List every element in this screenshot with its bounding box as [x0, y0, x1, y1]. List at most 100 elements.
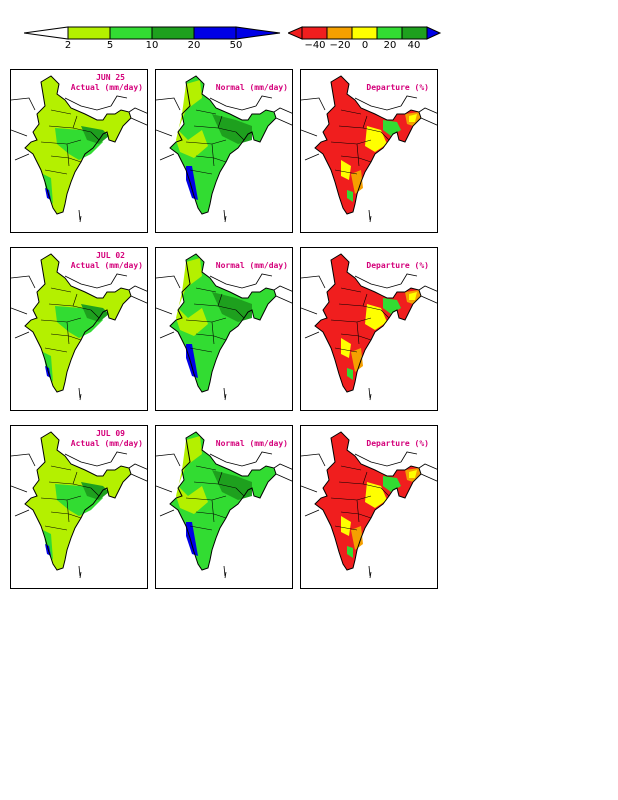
actual-colorbar-tick: 50 [229, 40, 243, 51]
rainfall-region [341, 516, 351, 536]
panel-title: Actual (mm/day) [70, 439, 143, 448]
rainfall-region [43, 174, 53, 204]
departure-colorbar-tick: 0 [361, 40, 369, 51]
rainfall-region [43, 352, 53, 382]
boundary-line [156, 451, 292, 517]
panel-title: Normal (mm/day) [215, 83, 288, 92]
boundary-line [78, 565, 82, 579]
india-map [11, 253, 147, 401]
boundary-line [185, 287, 245, 353]
boundary-line [330, 109, 390, 175]
boundary-line [11, 451, 147, 517]
rainfall-region [186, 166, 198, 200]
boundary-line [368, 387, 372, 401]
departure-colorbar-tick: −40 [304, 40, 326, 51]
rainfall-region [176, 80, 208, 158]
rainfall-region [409, 114, 417, 122]
boundary-line [185, 109, 245, 175]
boundary-line [78, 387, 82, 401]
actual-colorbar-tick: 5 [106, 40, 114, 51]
rainfall-region [170, 76, 276, 214]
departure-colorbar-tick: 40 [407, 40, 421, 51]
boundary-line [156, 273, 292, 339]
actual-colorbar-tick: 10 [145, 40, 159, 51]
rainfall-region [347, 368, 353, 380]
rainfall-region [186, 522, 198, 556]
departure-colorbar-tick: 20 [383, 40, 397, 51]
panel-date: JUL 02 [96, 251, 125, 260]
rainfall-region [347, 546, 353, 558]
india-map [301, 431, 437, 579]
rainfall-region [81, 482, 109, 500]
rainfall-region [351, 170, 363, 194]
panel-date: JUL 09 [96, 429, 125, 438]
boundary-line [40, 465, 100, 531]
boundary-line [169, 431, 277, 571]
departure-map-panel: Departure (%) [300, 247, 438, 411]
boundary-line [24, 75, 132, 215]
normal-map-panel: Normal (mm/day) [155, 69, 293, 233]
boundary-line [368, 565, 372, 579]
india-map [301, 253, 437, 401]
boundary-line [185, 465, 245, 531]
rainfall-region [81, 304, 109, 322]
departure-colorbar [288, 26, 442, 40]
actual-map-panel: JUL 02 Actual (mm/day) [10, 247, 148, 411]
rainfall-region [341, 338, 351, 358]
boundary-line [330, 287, 390, 353]
boundary-line [368, 209, 372, 223]
actual-colorbar-tick: 2 [64, 40, 72, 51]
rainfall-region [170, 254, 276, 392]
india-map [11, 75, 147, 223]
boundary-line [223, 387, 227, 401]
actual-map-panel: JUN 25 Actual (mm/day) [10, 69, 148, 233]
actual-colorbar-tick: 20 [187, 40, 201, 51]
boundary-line [301, 273, 437, 339]
boundary-line [24, 253, 132, 393]
boundary-line [223, 209, 227, 223]
panel-title: Departure (%) [366, 261, 429, 270]
departure-map-panel: Departure (%) [300, 425, 438, 589]
panel-title: Departure (%) [366, 83, 429, 92]
boundary-line [169, 253, 277, 393]
boundary-line [11, 95, 147, 161]
boundary-line [40, 109, 100, 175]
boundary-line [169, 75, 277, 215]
rainfall-region [176, 258, 208, 336]
rainfall-region [43, 530, 53, 560]
boundary-line [156, 95, 292, 161]
panel-title: Actual (mm/day) [70, 261, 143, 270]
rainfall-region [409, 470, 417, 478]
panel-title: Normal (mm/day) [215, 261, 288, 270]
rainfall-region [81, 126, 109, 144]
rainfall-region [341, 160, 351, 180]
rainfall-region [351, 348, 363, 372]
actual-map-panel: JUL 09 Actual (mm/day) [10, 425, 148, 589]
rainfall-region [212, 292, 252, 322]
boundary-line [301, 95, 437, 161]
rainfall-region [212, 114, 252, 144]
panel-title: Departure (%) [366, 439, 429, 448]
panel-date: JUN 25 [96, 73, 125, 82]
departure-colorbar-tick: −20 [329, 40, 351, 51]
india-map [156, 253, 292, 401]
boundary-line [314, 431, 422, 571]
panel-title: Actual (mm/day) [70, 83, 143, 92]
boundary-line [11, 273, 147, 339]
boundary-line [223, 565, 227, 579]
boundary-line [40, 287, 100, 353]
rainfall-region [176, 436, 208, 514]
india-map [301, 75, 437, 223]
boundary-line [314, 253, 422, 393]
boundary-line [330, 465, 390, 531]
boundary-line [24, 431, 132, 571]
rainfall-region [347, 190, 353, 202]
actual-colorbar [24, 26, 284, 40]
india-map [11, 431, 147, 579]
india-map [156, 431, 292, 579]
departure-map-panel: Departure (%) [300, 69, 438, 233]
panel-title: Normal (mm/day) [215, 439, 288, 448]
rainfall-region [212, 470, 252, 500]
normal-map-panel: Normal (mm/day) [155, 247, 293, 411]
rainfall-region [409, 292, 417, 300]
